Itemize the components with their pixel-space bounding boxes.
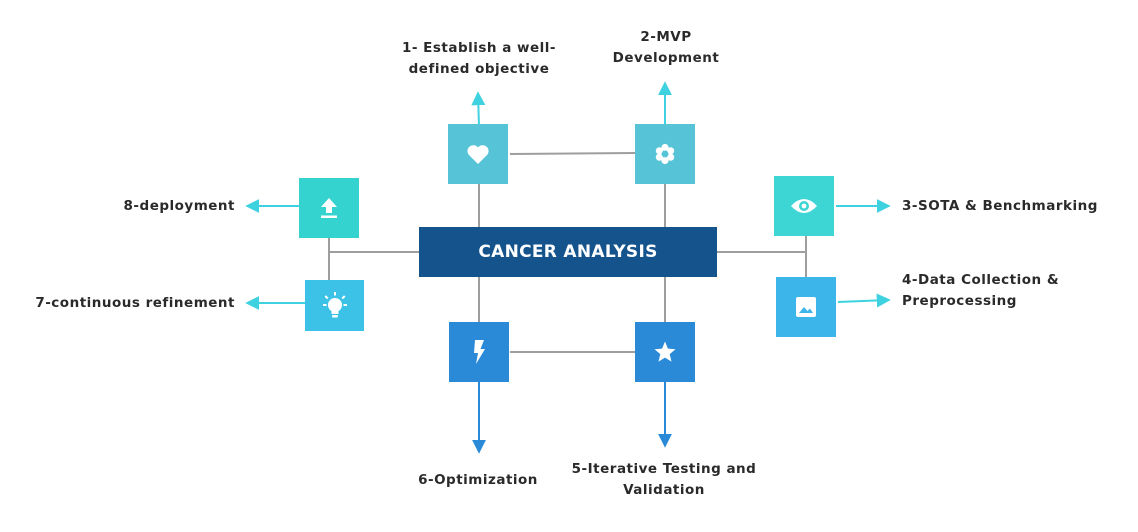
flower-icon xyxy=(655,143,675,165)
lightbulb-icon xyxy=(322,291,347,317)
step-3-label: 3-SOTA & Benchmarking xyxy=(902,198,1098,214)
step-3-box xyxy=(774,176,834,236)
step-8-box xyxy=(299,178,359,238)
step-2-box xyxy=(635,124,695,184)
step-2-label: 2-MVP Development xyxy=(612,29,720,66)
step-6-box xyxy=(449,322,509,382)
step-8-label: 8-deployment xyxy=(123,198,235,214)
link-s1-s2 xyxy=(509,152,636,155)
heart-icon xyxy=(467,145,489,164)
star-icon xyxy=(654,341,676,362)
step-1-label: 1- Establish a well- defined objective xyxy=(401,40,557,77)
step-7-label: 7-continuous refinement xyxy=(35,295,235,311)
step-7-box xyxy=(305,280,364,331)
upload-icon xyxy=(321,198,337,218)
step-4-box xyxy=(776,277,836,337)
image-icon xyxy=(796,297,816,317)
arrow-s1 xyxy=(471,91,486,128)
step-1-box xyxy=(448,124,508,184)
center-title: CANCER ANALYSIS xyxy=(419,227,717,277)
step-6-label: 6-Optimization xyxy=(418,472,538,488)
eye-icon xyxy=(791,199,817,213)
arrow-s4 xyxy=(837,293,891,308)
step-5-label: 5-Iterative Testing and Validation xyxy=(571,461,757,498)
step-5-box xyxy=(635,322,695,382)
step-4-label: 4-Data Collection & Preprocessing xyxy=(902,272,1060,309)
lightning-icon xyxy=(474,340,485,364)
